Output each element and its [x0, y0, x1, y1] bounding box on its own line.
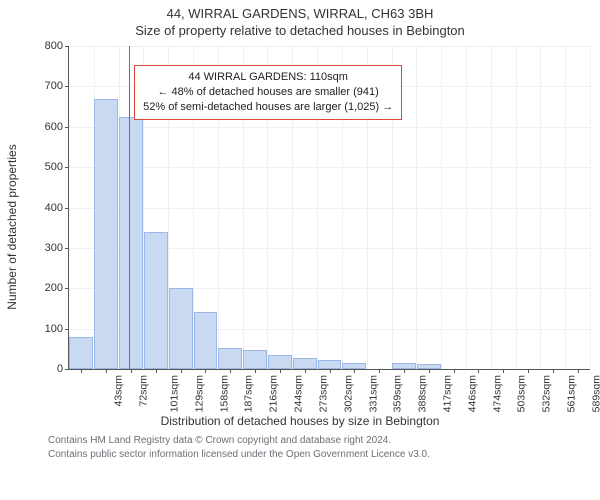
x-tick-mark	[528, 369, 529, 373]
annotation-box: 44 WIRRAL GARDENS: 110sqm ← 48% of detac…	[134, 65, 402, 120]
y-axis-label: Number of detached properties	[5, 144, 19, 309]
x-tick-label: 187sqm	[243, 375, 255, 412]
gridline-v	[491, 46, 492, 369]
x-tick-label: 589sqm	[590, 375, 600, 412]
x-tick-mark	[379, 369, 380, 373]
x-tick-label: 503sqm	[516, 375, 528, 412]
y-tick-label: 0	[57, 363, 63, 375]
x-tick-label: 359sqm	[392, 375, 404, 412]
annotation-line1: 44 WIRRAL GARDENS: 110sqm	[143, 70, 393, 85]
y-tick-label: 800	[45, 40, 63, 52]
gridline-v	[565, 46, 566, 369]
gridline-h	[69, 46, 590, 47]
x-tick-label: 532sqm	[541, 375, 553, 412]
x-tick-mark	[181, 369, 182, 373]
x-tick-mark	[503, 369, 504, 373]
x-tick-mark	[305, 369, 306, 373]
y-tick-label: 600	[45, 121, 63, 133]
y-tick-label: 500	[45, 161, 63, 173]
x-tick-label: 446sqm	[466, 375, 478, 412]
x-tick-label: 101sqm	[168, 375, 180, 412]
plot-area: 44 WIRRAL GARDENS: 110sqm ← 48% of detac…	[68, 46, 590, 370]
x-tick-mark	[404, 369, 405, 373]
x-tick-mark	[230, 369, 231, 373]
bar	[169, 288, 193, 369]
x-tick-mark	[553, 369, 554, 373]
bar	[218, 348, 242, 369]
y-tick-label: 200	[45, 282, 63, 294]
x-tick-label: 129sqm	[193, 375, 205, 412]
y-tick-mark	[65, 248, 69, 249]
x-tick-mark	[429, 369, 430, 373]
bar	[194, 312, 218, 369]
x-tick-mark	[330, 369, 331, 373]
y-tick-mark	[65, 127, 69, 128]
bar	[69, 337, 93, 369]
x-tick-mark	[280, 369, 281, 373]
y-tick-label: 400	[45, 202, 63, 214]
marker-line	[129, 46, 130, 369]
x-tick-label: 244sqm	[292, 375, 304, 412]
footer: Contains HM Land Registry data © Crown c…	[0, 428, 600, 461]
gridline-v	[466, 46, 467, 369]
gridline-h	[69, 208, 590, 209]
y-tick-mark	[65, 369, 69, 370]
y-tick-mark	[65, 167, 69, 168]
x-tick-label: 417sqm	[441, 375, 453, 412]
x-tick-label: 216sqm	[268, 375, 280, 412]
bar	[268, 355, 292, 369]
gridline-v	[590, 46, 591, 369]
gridline-h	[69, 167, 590, 168]
x-tick-label: 302sqm	[342, 375, 354, 412]
bar	[243, 350, 267, 369]
y-tick-label: 700	[45, 80, 63, 92]
y-tick-label: 100	[45, 323, 63, 335]
bar	[293, 358, 317, 369]
y-tick-mark	[65, 288, 69, 289]
gridline-v	[516, 46, 517, 369]
title-sub: Size of property relative to detached ho…	[0, 21, 600, 42]
y-tick-mark	[65, 46, 69, 47]
footer-line1: Contains HM Land Registry data © Crown c…	[48, 434, 590, 448]
x-axis-caption: Distribution of detached houses by size …	[0, 414, 600, 428]
x-tick-label: 158sqm	[218, 375, 230, 412]
x-tick-mark	[454, 369, 455, 373]
x-tick-label: 474sqm	[491, 375, 503, 412]
gridline-v	[416, 46, 417, 369]
y-tick-label: 300	[45, 242, 63, 254]
x-tick-mark	[81, 369, 82, 373]
x-tick-mark	[578, 369, 579, 373]
x-tick-mark	[255, 369, 256, 373]
bar	[94, 99, 118, 370]
x-tick-mark	[205, 369, 206, 373]
x-tick-mark	[131, 369, 132, 373]
bar	[119, 117, 143, 369]
gridline-v	[441, 46, 442, 369]
annotation-line3: 52% of semi-detached houses are larger (…	[143, 100, 393, 115]
x-tick-mark	[478, 369, 479, 373]
x-tick-label: 273sqm	[317, 375, 329, 412]
x-tick-label: 561sqm	[565, 375, 577, 412]
title-main: 44, WIRRAL GARDENS, WIRRAL, CH63 3BH	[0, 0, 600, 21]
footer-line2: Contains public sector information licen…	[48, 448, 590, 462]
x-tick-label: 388sqm	[416, 375, 428, 412]
x-tick-mark	[106, 369, 107, 373]
x-tick-mark	[156, 369, 157, 373]
chart-container: Number of detached properties 44 WIRRAL …	[48, 42, 590, 412]
annotation-line2: ← 48% of detached houses are smaller (94…	[143, 85, 393, 100]
x-tick-label: 72sqm	[138, 375, 150, 407]
gridline-h	[69, 127, 590, 128]
x-tick-mark	[354, 369, 355, 373]
y-tick-mark	[65, 86, 69, 87]
bar	[318, 360, 342, 369]
x-tick-label: 331sqm	[367, 375, 379, 412]
y-tick-mark	[65, 329, 69, 330]
y-tick-mark	[65, 208, 69, 209]
gridline-v	[540, 46, 541, 369]
bar	[144, 232, 168, 369]
x-tick-label: 43sqm	[113, 375, 125, 407]
